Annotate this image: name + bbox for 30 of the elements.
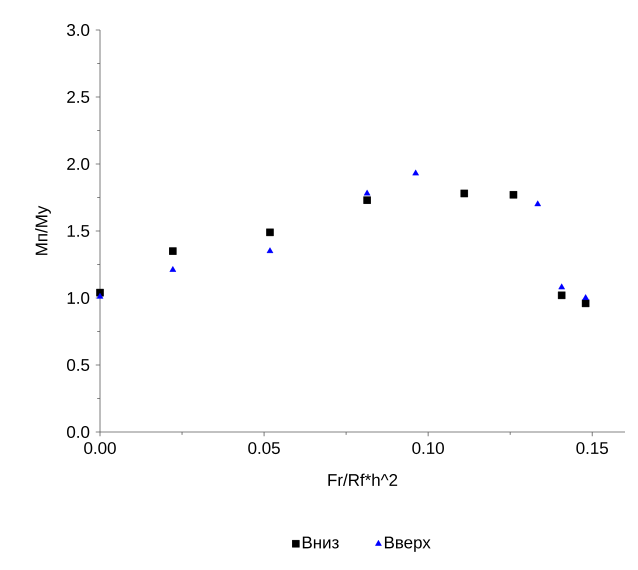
y-tick-label: 2.5: [67, 90, 90, 103]
point: [534, 200, 542, 206]
point: [558, 283, 565, 290]
y-tick-label: 0.5: [67, 358, 90, 371]
point: [266, 228, 274, 236]
y-tick-label: 1.5: [68, 225, 90, 237]
point: [96, 292, 104, 299]
point: [558, 292, 566, 300]
point: [582, 300, 590, 308]
y-tick-label: 1.0: [68, 292, 90, 304]
point: [363, 196, 371, 204]
point: [510, 191, 518, 199]
x-tick-label: 0.15: [576, 442, 608, 454]
point: [582, 294, 589, 300]
point: [266, 247, 274, 254]
x-axis-title: Fr/Rf*h^2: [328, 474, 398, 486]
point: [169, 247, 177, 255]
point: [460, 190, 468, 198]
y-tick-label: 3.0: [67, 24, 90, 36]
point: [364, 190, 370, 196]
point: [170, 266, 176, 272]
y-axis-title: Mп/Mу: [35, 206, 51, 255]
x-tick-label: 0.00: [84, 442, 116, 454]
legend-label: Вниз: [302, 536, 339, 548]
y-tick-label: 0.0: [67, 426, 90, 438]
x-tick-label: 0.10: [412, 442, 444, 454]
point: [412, 170, 419, 176]
legend-label: Вверх: [384, 536, 431, 552]
x-tick-label: 0.05: [248, 442, 280, 454]
y-tick-label: 2.0: [67, 158, 90, 170]
